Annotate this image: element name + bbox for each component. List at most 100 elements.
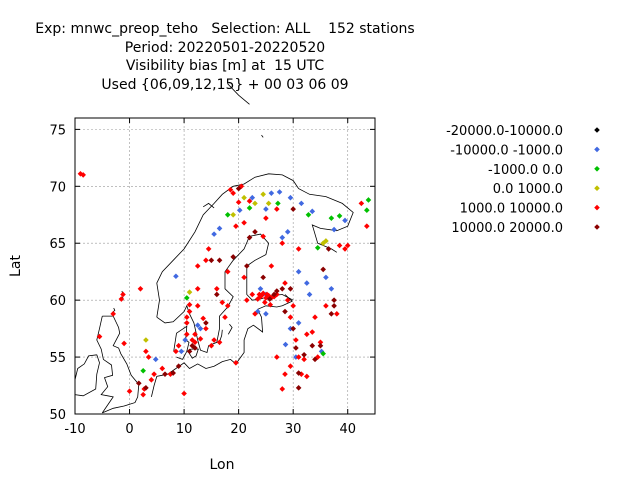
data-point-series-5 xyxy=(186,348,193,355)
data-point-series-4 xyxy=(358,200,365,207)
coastline xyxy=(74,354,100,397)
data-point-series-4 xyxy=(287,314,294,321)
data-point-series-5 xyxy=(295,370,302,376)
data-point-series-5 xyxy=(260,274,266,281)
data-point-series-4 xyxy=(274,206,280,212)
title-line-1: Exp: mnwc_preop_teho Selection: ALL 152 … xyxy=(35,21,415,37)
data-point-series-4 xyxy=(184,314,190,321)
data-point-series-4 xyxy=(282,371,288,377)
coastline xyxy=(227,83,250,105)
data-point-series-4 xyxy=(287,363,294,369)
data-point-series-4 xyxy=(194,303,201,309)
data-point-series-1 xyxy=(178,348,185,355)
data-point-series-3 xyxy=(260,191,266,198)
data-point-series-4 xyxy=(137,285,144,292)
coastline xyxy=(96,316,114,414)
data-point-series-4 xyxy=(364,223,370,229)
data-point-series-4 xyxy=(265,292,272,299)
chart-title: Exp: mnwc_preop_teho Selection: ALL 152 … xyxy=(0,20,450,94)
title-line-2: Period: 20220501-20220520 xyxy=(124,39,326,56)
legend-label: 10000.0 20000.0 xyxy=(451,221,563,236)
data-point-series-1 xyxy=(182,337,188,343)
data-point-series-1 xyxy=(284,229,291,235)
data-point-series-4 xyxy=(268,263,275,269)
legend-marker xyxy=(594,127,600,133)
y-tick-label: 75 xyxy=(49,123,66,138)
axis-ticks: -10 0 10 20 30 40 50 55 60 65 70 75 xyxy=(49,118,375,437)
data-point-series-4 xyxy=(238,183,245,190)
data-point-series-5 xyxy=(175,363,182,369)
data-point-series-1 xyxy=(279,234,286,241)
data-point-series-4 xyxy=(143,348,149,355)
data-point-series-1 xyxy=(173,273,179,280)
data-point-series-2 xyxy=(336,213,343,219)
data-point-series-2 xyxy=(275,200,281,207)
data-point-series-4 xyxy=(208,342,215,349)
data-point-series-4 xyxy=(263,215,269,221)
data-point-series-5 xyxy=(295,385,302,391)
data-point-series-5 xyxy=(309,342,316,349)
data-point-series-4 xyxy=(194,285,201,292)
data-point-series-4 xyxy=(344,242,351,249)
data-point-series-4 xyxy=(186,308,193,315)
data-point-series-3 xyxy=(252,200,258,207)
data-point-series-4 xyxy=(312,314,318,321)
data-point-series-4 xyxy=(227,186,234,193)
y-tick-label: 50 xyxy=(49,408,66,423)
data-point-series-1 xyxy=(263,206,269,212)
data-point-series-1 xyxy=(306,291,313,298)
coastline xyxy=(261,134,264,138)
data-point-series-2 xyxy=(246,205,253,211)
legend-marker xyxy=(594,185,600,191)
data-point-series-4 xyxy=(309,329,316,335)
data-point-series-4 xyxy=(121,340,127,347)
data-point-series-4 xyxy=(77,170,84,177)
data-point-series-1 xyxy=(152,356,159,363)
data-point-series-3 xyxy=(265,200,272,207)
legend-label: -1000.0 0.0 xyxy=(488,163,563,178)
coastline xyxy=(156,173,354,318)
data-point-series-1 xyxy=(323,274,329,281)
data-point-series-3 xyxy=(186,289,193,295)
data-point-series-1 xyxy=(211,231,217,237)
y-tick-label: 65 xyxy=(49,237,66,252)
data-point-series-4 xyxy=(233,359,239,366)
data-point-series-5 xyxy=(331,297,337,303)
data-point-series-5 xyxy=(271,291,277,298)
data-point-series-4 xyxy=(304,373,310,380)
data-point-series-4 xyxy=(230,190,236,196)
data-point-series-4 xyxy=(203,325,209,332)
data-point-series-4 xyxy=(140,391,146,398)
data-point-series-1 xyxy=(197,325,204,332)
data-point-series-5 xyxy=(290,325,296,332)
data-point-series-2 xyxy=(314,244,321,251)
data-point-series-1 xyxy=(328,285,335,292)
coastline xyxy=(102,315,140,414)
data-point-series-5 xyxy=(143,385,149,391)
legend-marker xyxy=(594,146,600,153)
data-point-series-5 xyxy=(282,308,288,315)
data-point-series-4 xyxy=(216,339,223,346)
data-point-series-4 xyxy=(252,311,258,317)
data-point-series-4 xyxy=(267,301,274,308)
data-point-series-4 xyxy=(200,315,206,322)
x-axis-label: Lon xyxy=(210,457,235,473)
data-point-series-2 xyxy=(224,211,231,218)
data-point-series-1 xyxy=(318,348,325,355)
legend-marker xyxy=(594,166,600,172)
data-point-series-1 xyxy=(257,285,264,292)
data-point-series-1 xyxy=(287,194,294,201)
data-point-series-5 xyxy=(279,285,286,292)
coastline xyxy=(227,323,233,335)
data-point-series-4 xyxy=(241,274,247,281)
legend-label: 0.0 1000.0 xyxy=(493,182,563,197)
data-point-series-4 xyxy=(284,297,291,303)
coastline xyxy=(202,202,215,209)
data-point-series-4 xyxy=(334,311,340,317)
data-point-series-4 xyxy=(224,268,231,275)
data-point-series-5 xyxy=(208,257,215,264)
data-point-series-4 xyxy=(323,303,329,309)
data-point-series-5 xyxy=(252,229,258,235)
data-point-series-5 xyxy=(136,380,142,387)
